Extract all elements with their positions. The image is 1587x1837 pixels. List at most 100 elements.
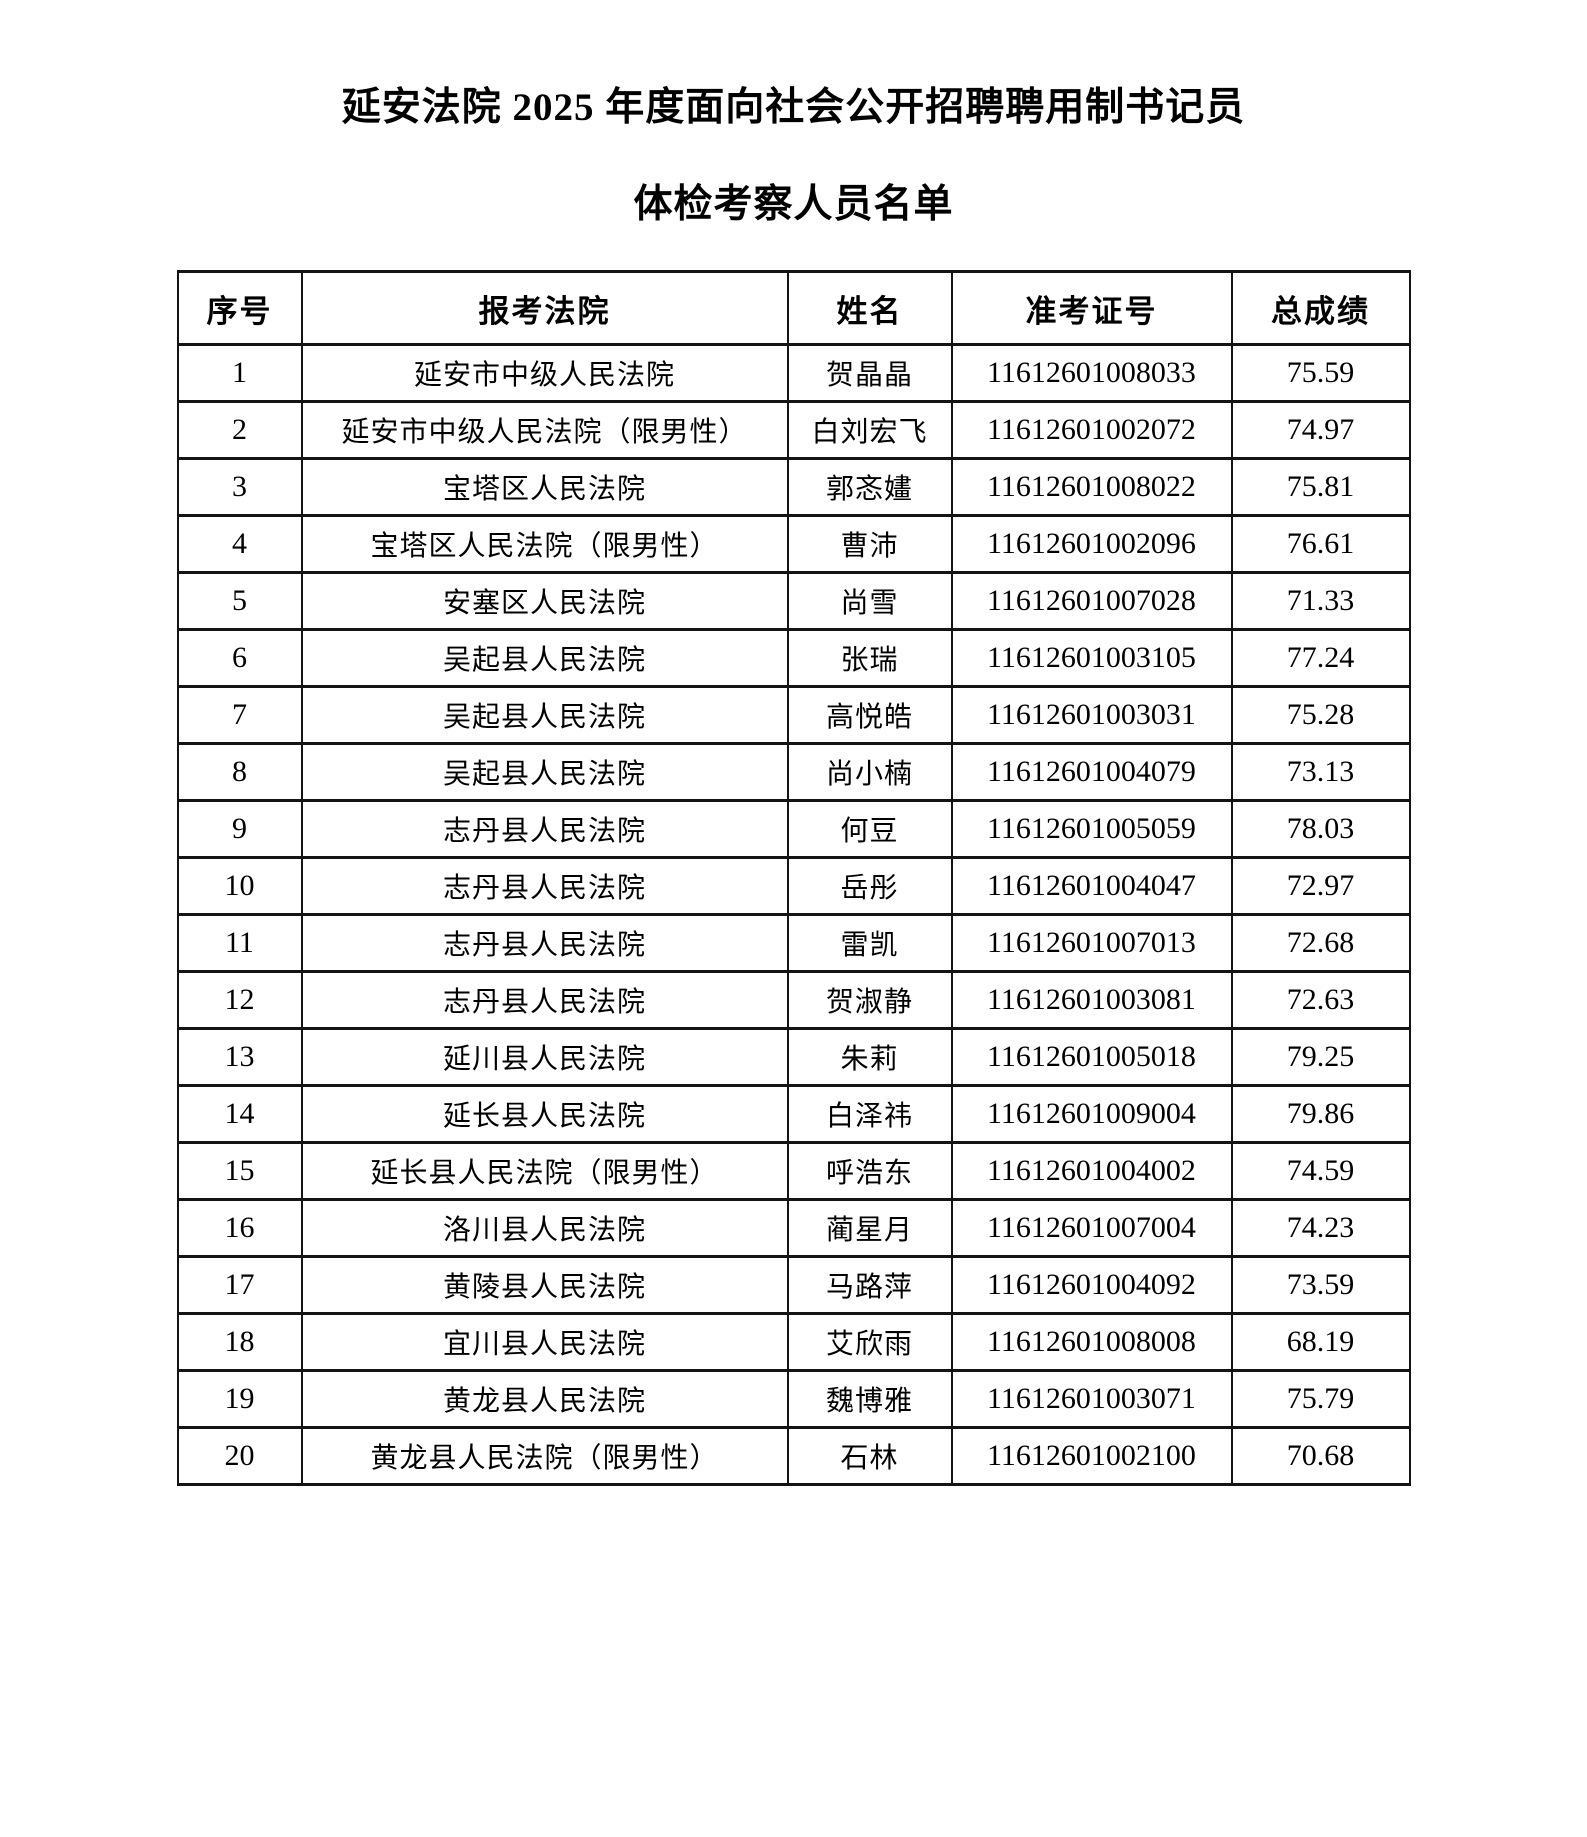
cell-ticket: 11612601005059 [950,799,1233,859]
cell-score: 74.23 [1230,1198,1411,1258]
cell-no: 15 [176,1141,303,1201]
table-header-row: 序号 报考法院 姓名 准考证号 总成绩 [176,270,1411,346]
cell-ticket: 11612601008022 [950,457,1233,517]
cell-name: 郭忞嫿 [786,457,953,517]
cell-name: 曹沛 [786,514,953,574]
table-row: 3 宝塔区人民法院 郭忞嫿 11612601008022 75.81 [176,457,1411,517]
table-row: 16 洛川县人民法院 蔺星月 11612601007004 74.23 [176,1198,1411,1258]
cell-no: 1 [176,343,303,403]
cell-ticket: 11612601002072 [950,400,1233,460]
table-row: 7 吴起县人民法院 高悦皓 11612601003031 75.28 [176,685,1411,745]
cell-no: 5 [176,571,303,631]
cell-score: 75.28 [1230,685,1411,745]
table-row: 6 吴起县人民法院 张瑞 11612601003105 77.24 [176,628,1411,688]
cell-no: 11 [176,913,303,973]
cell-score: 73.13 [1230,742,1411,802]
cell-ticket: 11612601003105 [950,628,1233,688]
cell-court: 志丹县人民法院 [300,799,789,859]
cell-court: 宝塔区人民法院（限男性） [300,514,789,574]
cell-name: 蔺星月 [786,1198,953,1258]
cell-ticket: 11612601007013 [950,913,1233,973]
cell-name: 石林 [786,1426,953,1486]
cell-score: 72.97 [1230,856,1411,916]
cell-ticket: 11612601007028 [950,571,1233,631]
cell-ticket: 11612601003081 [950,970,1233,1030]
column-header-name: 姓名 [786,270,953,346]
cell-score: 79.25 [1230,1027,1411,1087]
cell-ticket: 11612601004092 [950,1255,1233,1315]
cell-name: 张瑞 [786,628,953,688]
cell-score: 75.79 [1230,1369,1411,1429]
cell-name: 尚雪 [786,571,953,631]
cell-no: 14 [176,1084,303,1144]
cell-court: 志丹县人民法院 [300,970,789,1030]
table-row: 9 志丹县人民法院 何豆 11612601005059 78.03 [176,799,1411,859]
cell-court: 黄龙县人民法院（限男性） [300,1426,789,1486]
cell-no: 20 [176,1426,303,1486]
cell-court: 延安市中级人民法院 [300,343,789,403]
cell-score: 75.81 [1230,457,1411,517]
table-row: 14 延长县人民法院 白泽祎 11612601009004 79.86 [176,1084,1411,1144]
cell-no: 10 [176,856,303,916]
cell-court: 宝塔区人民法院 [300,457,789,517]
cell-ticket: 11612601003071 [950,1369,1233,1429]
cell-court: 吴起县人民法院 [300,685,789,745]
table-row: 5 安塞区人民法院 尚雪 11612601007028 71.33 [176,571,1411,631]
cell-court: 吴起县人民法院 [300,628,789,688]
cell-score: 74.59 [1230,1141,1411,1201]
cell-court: 洛川县人民法院 [300,1198,789,1258]
cell-court: 延长县人民法院（限男性） [300,1141,789,1201]
table-row: 8 吴起县人民法院 尚小楠 11612601004079 73.13 [176,742,1411,802]
cell-ticket: 11612601002100 [950,1426,1233,1486]
cell-ticket: 11612601003031 [950,685,1233,745]
table-row: 13 延川县人民法院 朱莉 11612601005018 79.25 [176,1027,1411,1087]
cell-name: 呼浩东 [786,1141,953,1201]
cell-ticket: 11612601009004 [950,1084,1233,1144]
cell-no: 8 [176,742,303,802]
cell-score: 68.19 [1230,1312,1411,1372]
cell-no: 18 [176,1312,303,1372]
column-header-index: 序号 [176,270,303,346]
table-row: 10 志丹县人民法院 岳彤 11612601004047 72.97 [176,856,1411,916]
cell-score: 71.33 [1230,571,1411,631]
cell-ticket: 11612601004079 [950,742,1233,802]
cell-no: 9 [176,799,303,859]
cell-name: 马路萍 [786,1255,953,1315]
cell-court: 安塞区人民法院 [300,571,789,631]
cell-ticket: 11612601008008 [950,1312,1233,1372]
cell-score: 76.61 [1230,514,1411,574]
cell-ticket: 11612601005018 [950,1027,1233,1087]
cell-name: 朱莉 [786,1027,953,1087]
cell-name: 何豆 [786,799,953,859]
cell-score: 75.59 [1230,343,1411,403]
column-header-ticket: 准考证号 [950,270,1233,346]
table-header: 序号 报考法院 姓名 准考证号 总成绩 [176,270,1411,346]
cell-no: 19 [176,1369,303,1429]
cell-no: 12 [176,970,303,1030]
cell-no: 17 [176,1255,303,1315]
cell-score: 70.68 [1230,1426,1411,1486]
table-row: 2 延安市中级人民法院（限男性） 白刘宏飞 11612601002072 74.97 [176,400,1411,460]
document-title-line2: 体检考察人员名单 [633,183,954,226]
column-header-score: 总成绩 [1230,270,1411,346]
cell-name: 艾欣雨 [786,1312,953,1372]
cell-ticket: 11612601007004 [950,1198,1233,1258]
cell-no: 16 [176,1198,303,1258]
cell-court: 志丹县人民法院 [300,913,789,973]
cell-name: 魏博雅 [786,1369,953,1429]
table-row: 20 黄龙县人民法院（限男性） 石林 11612601002100 70.68 [176,1426,1411,1486]
cell-court: 黄龙县人民法院 [300,1369,789,1429]
cell-name: 尚小楠 [786,742,953,802]
cell-ticket: 11612601002096 [950,514,1233,574]
cell-court: 黄陵县人民法院 [300,1255,789,1315]
cell-name: 白刘宏飞 [786,400,953,460]
candidate-table: 序号 报考法院 姓名 准考证号 总成绩 1 延安市中级人民法院 贺晶晶 1161260… [176,270,1411,1486]
table-row: 11 志丹县人民法院 雷凯 11612601007013 72.68 [176,913,1411,973]
cell-name: 岳彤 [786,856,953,916]
cell-score: 74.97 [1230,400,1411,460]
table-row: 12 志丹县人民法院 贺淑静 11612601003081 72.63 [176,970,1411,1030]
cell-ticket: 11612601004002 [950,1141,1233,1201]
cell-court: 志丹县人民法院 [300,856,789,916]
cell-name: 白泽祎 [786,1084,953,1144]
